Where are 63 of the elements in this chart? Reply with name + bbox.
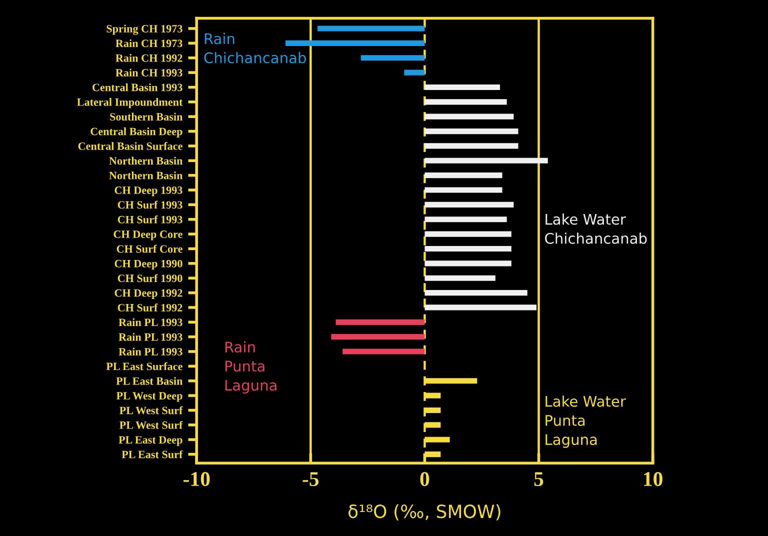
y-tick-label: Southern Basin: [110, 112, 183, 121]
bar: [331, 334, 425, 340]
y-tick-label: PL East Deep: [118, 436, 182, 446]
y-tick-label: PL West Deep: [116, 392, 182, 402]
bar: [336, 319, 425, 325]
y-tick-label: Northern Basin: [109, 156, 183, 165]
y-tick-label: PL West Surf: [120, 406, 183, 414]
bar: [424, 304, 536, 310]
series-label: Rain Chichancanab: [204, 32, 306, 64]
x-tick-label: -10: [183, 472, 210, 486]
y-tick-label: Northern Basin: [109, 171, 183, 180]
bar: [424, 260, 512, 266]
bar: [424, 172, 502, 178]
x-tick-label: -5: [302, 472, 319, 486]
bar: [404, 70, 425, 76]
bar: [424, 143, 518, 149]
bar: [424, 128, 518, 134]
x-axis-title: δ¹⁸O (‰, SMOW): [348, 504, 500, 520]
y-tick-label: Central Basin 1993: [92, 83, 182, 92]
text: Lake Water Chichancanab: [545, 214, 647, 244]
bar: [424, 187, 502, 193]
y-tick-label: Rain CH 1993: [116, 68, 182, 77]
y-tick-label: Lateral Impoundment: [77, 98, 183, 108]
text: Rain Punta Laguna: [225, 341, 276, 394]
bar: [424, 290, 528, 296]
bar: [424, 158, 548, 164]
y-tick-label: Rain CH 1992: [116, 54, 182, 62]
y-tick-label: PL East Surface: [106, 362, 182, 370]
bar: [424, 275, 496, 281]
y-tick-label: CH Deep Core: [114, 230, 182, 240]
x-tick-label: 0: [420, 472, 430, 486]
y-tick-label: PL West Surf: [120, 420, 183, 429]
y-tick-label: PL East Surf: [122, 450, 183, 458]
bar: [424, 99, 507, 105]
bar: [424, 114, 514, 120]
bar: [342, 348, 425, 354]
y-tick-label: Rain CH 1973: [116, 39, 182, 48]
y-tick-label: Rain PL 1993: [118, 348, 182, 356]
y-tick-label: CH Surf 1990: [118, 274, 182, 282]
y-tick-label: CH Deep 1992: [114, 289, 182, 300]
bar: [318, 26, 425, 32]
x-tick-label: 5: [534, 472, 544, 486]
y-tick-label: Rain PL 1993: [118, 318, 182, 326]
bar: [424, 216, 507, 222]
y-tick-label: CH Surf 1992: [118, 304, 182, 312]
y-tick-label: PL East Basin: [116, 377, 183, 385]
y-tick-label: Spring CH 1973: [106, 24, 182, 35]
text: Lake Water Punta Laguna: [546, 396, 626, 448]
bar: [424, 231, 512, 237]
y-tick-label: CH Surf 1993: [118, 200, 182, 209]
y-tick-label: CH Surf Core: [116, 244, 182, 253]
bar: [424, 202, 514, 208]
bar: [286, 40, 425, 46]
bar: [424, 84, 500, 90]
bar: [424, 246, 512, 252]
x-tick-label: 10: [644, 472, 662, 486]
y-tick-label: Rain PL 1993: [118, 332, 182, 341]
bar: [360, 55, 425, 61]
y-tick-label: CH Surf 1993: [118, 215, 182, 224]
y-tick-label: Central Basin Deep: [90, 127, 182, 138]
y-tick-label: CH Deep 1993: [114, 186, 182, 196]
y-tick-label: Central Basin Surface: [78, 142, 182, 150]
y-tick-label: CH Deep 1990: [114, 260, 182, 270]
